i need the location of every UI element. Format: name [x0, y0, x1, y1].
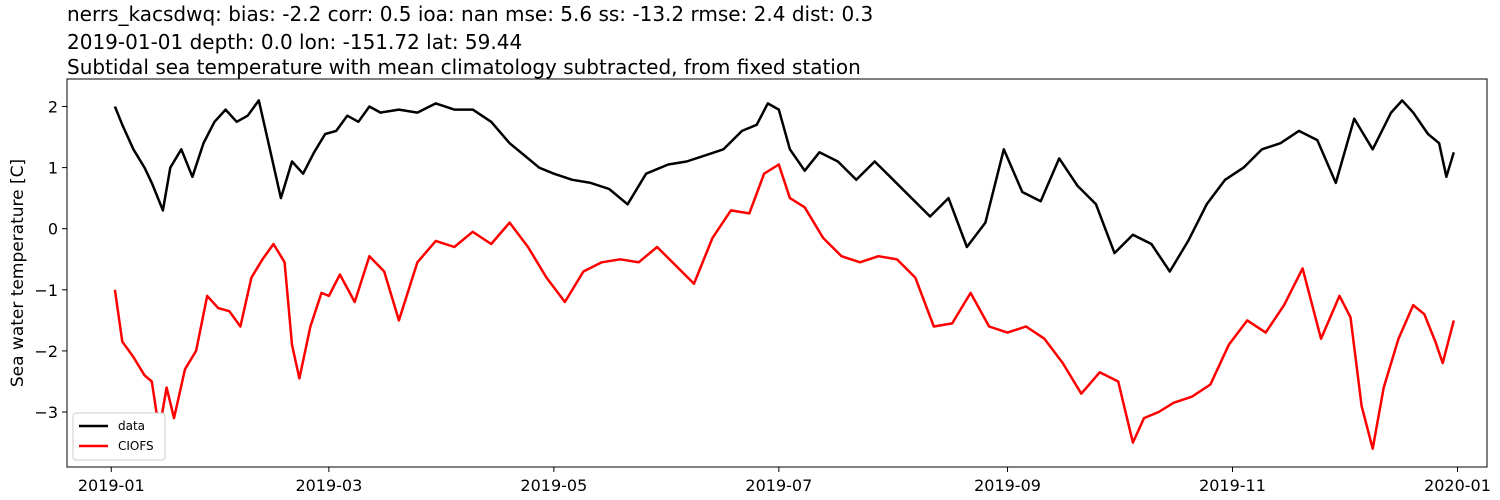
- x-tick-label: 2019-05: [520, 476, 587, 495]
- chart-title-line-2: 2019-01-01 depth: 0.0 lon: -151.72 lat: …: [67, 30, 523, 54]
- y-tick-label: 0: [48, 220, 58, 239]
- series-line-ciofs: [113, 163, 1456, 450]
- x-tick-label: 2019-09: [974, 476, 1041, 495]
- y-axis-label: Sea water temperature [C]: [8, 159, 28, 387]
- chart-title-line-1: nerrs_kacsdwq: bias: -2.2 corr: 0.5 ioa:…: [67, 2, 874, 26]
- y-axis: 2 1 0 −1 −2 −3: [34, 97, 67, 422]
- x-tick-label: 2019-03: [295, 476, 362, 495]
- legend-label-data: data: [118, 419, 145, 433]
- series-line-data: [113, 99, 1455, 273]
- legend: data CIOFS: [72, 412, 166, 461]
- y-tick-label: −1: [34, 281, 58, 300]
- y-tick-label: −3: [34, 403, 58, 422]
- chart-title-line-3: Subtidal sea temperature with mean clima…: [67, 55, 861, 79]
- x-axis: 2019-01 2019-03 2019-05 2019-07 2019-09 2019-…: [78, 467, 1491, 495]
- plot-area-frame: [66, 78, 1488, 468]
- x-tick-label: 2019-01: [78, 476, 145, 495]
- y-tick-label: 2: [48, 97, 58, 116]
- x-tick-label: 2019-07: [745, 476, 812, 495]
- y-tick-label: −2: [34, 342, 58, 361]
- legend-label-ciofs: CIOFS: [118, 439, 154, 453]
- y-tick-label: 1: [48, 159, 58, 178]
- series-layer: [113, 99, 1456, 450]
- x-tick-label: 2019-11: [1199, 476, 1266, 495]
- x-tick-label: 2020-01: [1424, 476, 1491, 495]
